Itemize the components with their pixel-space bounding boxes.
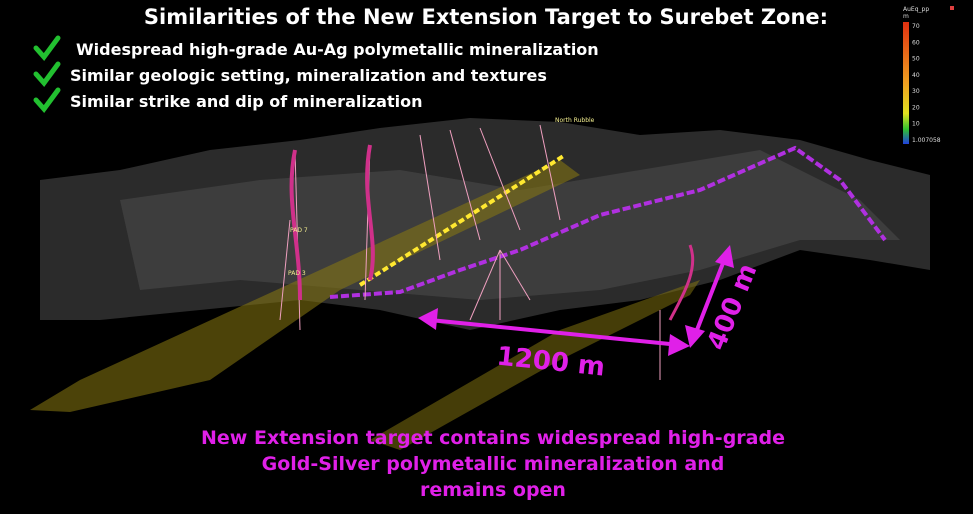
similarity-item: Widespread high-grade Au-Ag polymetallic… (76, 40, 599, 59)
surebet-trace (358, 153, 567, 287)
legend-label: 60 (912, 39, 920, 46)
checkmark (33, 87, 61, 113)
dimension-arrows (418, 245, 734, 356)
checkmark (33, 61, 61, 87)
legend-label: 10 (912, 121, 920, 128)
extension-trace (329, 145, 887, 299)
model-label: North Rubble (555, 117, 595, 124)
legend-label: 40 (912, 72, 920, 79)
legend-title: AuEq_pp (903, 6, 929, 13)
legend-label: 50 (912, 56, 920, 63)
model-label: PAD 3 (288, 270, 306, 277)
legend-label: 70 (912, 23, 920, 30)
legend-title: m (903, 13, 909, 20)
legend-label: 30 (912, 88, 920, 95)
drill-assays (289, 144, 375, 301)
footer-line: remains open (420, 479, 566, 501)
legend-label: 20 (912, 104, 920, 111)
drill-assays (668, 244, 695, 321)
terrain-ridge (120, 150, 900, 300)
terrain (40, 118, 930, 330)
legend-icon (950, 6, 954, 10)
footer-line: Gold-Silver polymetallic mineralization … (262, 453, 725, 475)
footer-line: New Extension target contains widespread… (201, 427, 785, 449)
checkmark (33, 35, 61, 61)
similarity-item: Similar strike and dip of mineralization (70, 92, 422, 111)
title: Similarities of the New Extension Target… (144, 5, 828, 29)
legend-colorbar (903, 22, 909, 144)
mineral-plane (30, 160, 580, 412)
similarity-item: Similar geologic setting, mineralization… (70, 66, 547, 85)
legend-label: 1.007058 (912, 137, 941, 144)
target-plane (370, 280, 700, 450)
model-label: PAD 7 (290, 227, 308, 234)
